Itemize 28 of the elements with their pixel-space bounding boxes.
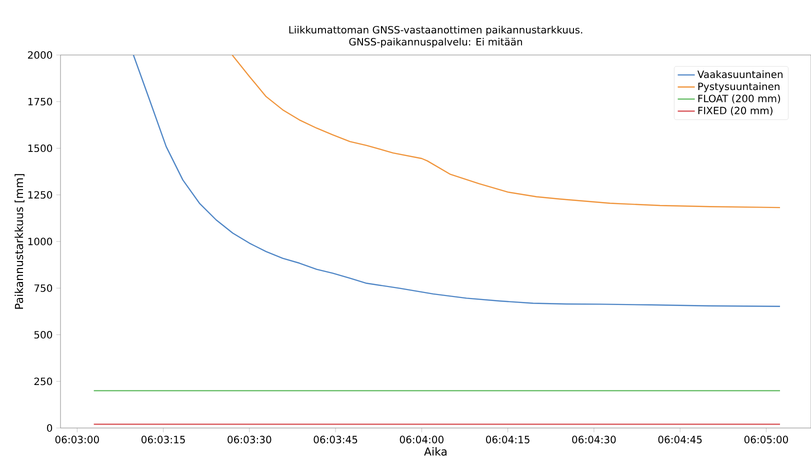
line-series xyxy=(132,54,781,307)
legend-label: Pystysuuntainen xyxy=(698,82,780,92)
line-series xyxy=(232,54,781,208)
x-tick-label: 06:03:45 xyxy=(314,436,358,444)
y-tick-label: 750 xyxy=(34,284,52,292)
legend-label: FIXED (20 mm) xyxy=(698,106,772,116)
x-tick-label: 06:03:15 xyxy=(142,436,185,444)
chart-title: Liikkumattoman GNSS-vastaanottimen paikannustarkkuus. xyxy=(289,26,582,36)
y-axis-title: Paikannustarkkuus [mm] xyxy=(14,174,24,309)
x-axis-title: Aika xyxy=(424,447,447,456)
x-tick-label: 06:04:15 xyxy=(486,436,530,444)
legend-label: FLOAT (200 mm) xyxy=(698,94,780,104)
x-tick-label: 06:05:00 xyxy=(744,436,788,444)
x-tick-label: 06:04:30 xyxy=(572,436,616,444)
y-tick-label: 2000 xyxy=(28,51,52,59)
x-tick-label: 06:04:45 xyxy=(658,436,702,444)
chart-subtitle: GNSS-paikannuspalvelu: Ei mitään xyxy=(349,38,522,48)
y-tick-label: 1750 xyxy=(28,98,52,106)
y-tick-label: 500 xyxy=(34,330,52,339)
y-tick-label: 1500 xyxy=(28,144,52,152)
legend-label: Vaakasuuntainen xyxy=(697,70,782,78)
x-tick-label: 06:03:00 xyxy=(55,436,99,444)
x-tick-label: 06:04:00 xyxy=(400,436,444,444)
y-tick-label: 0 xyxy=(47,424,52,432)
y-tick-label: 250 xyxy=(34,378,52,386)
x-tick-label: 06:03:30 xyxy=(228,436,272,444)
y-tick-label: 1250 xyxy=(28,191,52,199)
y-tick-label: 1000 xyxy=(28,238,52,246)
